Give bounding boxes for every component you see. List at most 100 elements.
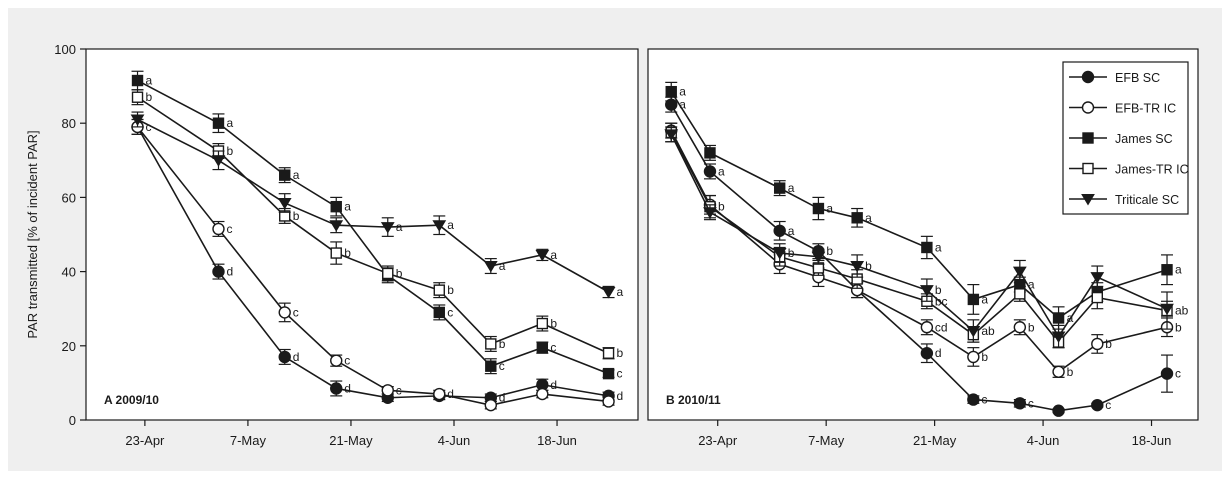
significance-letter: b: [293, 209, 300, 223]
significance-letter: a: [499, 259, 506, 273]
significance-letter: a: [826, 202, 833, 216]
significance-letter: a: [226, 116, 233, 130]
data-point: [485, 338, 497, 350]
significance-letter: c: [617, 367, 623, 381]
significance-letter: cd: [935, 320, 948, 334]
significance-letter: a: [396, 220, 403, 234]
significance-letter: c: [344, 354, 350, 368]
data-point: [484, 398, 497, 412]
data-point: [535, 249, 550, 262]
data-point: [1052, 365, 1065, 378]
data-point: [1012, 266, 1027, 279]
legend-marker: [1081, 101, 1095, 114]
data-point: [812, 202, 825, 215]
significance-letter: d: [935, 346, 942, 360]
data-point: [330, 354, 343, 367]
data-point: [773, 224, 786, 237]
significance-letter: c: [146, 120, 152, 134]
data-point: [433, 387, 446, 401]
data-point: [1091, 337, 1104, 351]
significance-letter: d: [550, 378, 557, 392]
significance-letter: c: [396, 383, 402, 397]
significance-letter: c: [550, 341, 556, 355]
data-point: [1090, 272, 1105, 284]
data-point: [1161, 264, 1173, 276]
significance-letter: a: [865, 211, 872, 225]
significance-letter: b: [550, 317, 557, 331]
significance-letter: d: [293, 350, 300, 364]
legend-label: James-TR IC: [1115, 163, 1189, 177]
significance-letter: b: [146, 90, 153, 104]
significance-letter: b: [788, 246, 795, 260]
panel-b-x-tick-label: 7-May: [808, 433, 845, 448]
significance-letter: a: [718, 164, 725, 178]
panel-a-label: A 2009/10: [104, 393, 159, 407]
significance-letter: d: [344, 381, 351, 395]
significance-letter: c: [293, 305, 299, 319]
data-point: [967, 293, 980, 306]
significance-letter: b: [344, 246, 351, 260]
data-point: [536, 317, 549, 330]
data-point: [850, 261, 865, 273]
significance-letter: b: [935, 283, 942, 297]
significance-letter: c: [447, 305, 453, 319]
data-point: [811, 251, 826, 264]
data-point: [1013, 397, 1027, 410]
panel-a-y-tick-label: 80: [62, 116, 76, 131]
data-point: [920, 321, 934, 334]
panel-a-series-james-sc: a a a a c c c c: [131, 70, 623, 381]
significance-letter: a: [617, 285, 624, 299]
significance-letter: d: [499, 391, 506, 405]
data-point: [130, 114, 145, 126]
significance-letter: a: [679, 85, 686, 99]
y-axis-label: PAR transmitted [% of incident PAR]: [25, 130, 40, 338]
data-point: [330, 247, 342, 259]
legend-marker: [1082, 132, 1094, 144]
panel-a-y-tick-label: 20: [62, 339, 76, 354]
panel-b-x-tick-label: 21-May: [913, 433, 957, 448]
data-point: [381, 384, 394, 397]
significance-letter: c: [981, 393, 987, 407]
data-point: [967, 393, 980, 406]
legend: EFB SC EFB-TR IC James SC James-TR IC Tritic…: [1062, 61, 1189, 215]
data-point: [330, 200, 342, 213]
data-point: [382, 267, 394, 280]
panel-a-y-tick-label: 60: [62, 190, 76, 205]
panel-a-x-tick-label: 18-Jun: [537, 433, 577, 448]
data-point: [483, 261, 498, 273]
significance-letter: a: [550, 248, 557, 262]
panel-a-x-tick-label: 21-May: [329, 433, 373, 448]
data-point: [602, 367, 615, 380]
data-point: [485, 360, 497, 372]
significance-letter: c: [1175, 367, 1181, 381]
data-point: [1091, 398, 1104, 412]
data-point: [966, 325, 981, 338]
data-point: [433, 306, 445, 319]
significance-letter: b: [981, 350, 988, 364]
legend-label: Triticale SC: [1115, 193, 1179, 207]
significance-letter: a: [935, 240, 942, 254]
significance-letter: b: [226, 144, 233, 158]
data-point: [773, 182, 786, 194]
significance-letter: c: [499, 359, 505, 373]
panel-a-x-tick-label: 23-Apr: [125, 433, 165, 448]
data-point: [433, 284, 445, 296]
significance-letter: b: [1028, 320, 1035, 334]
data-point: [1091, 291, 1103, 304]
significance-letter: d: [447, 387, 454, 401]
panel-a-y-tick-label: 40: [62, 265, 76, 280]
significance-letter: a: [788, 224, 795, 238]
panel-a-x-tick-label: 4-Jun: [438, 433, 471, 448]
significance-letter: a: [1028, 278, 1035, 292]
significance-letter: b: [1067, 365, 1074, 379]
panel-b-label: B 2010/11: [666, 393, 721, 407]
data-point: [601, 287, 616, 299]
significance-letter: a: [679, 98, 686, 112]
significance-letter: a: [146, 74, 153, 88]
significance-letter: d: [617, 389, 624, 403]
significance-letter: c: [1105, 398, 1111, 412]
data-point: [703, 165, 717, 178]
panel-a-y-tick-label: 100: [54, 42, 76, 57]
significance-letter: d: [226, 265, 233, 279]
